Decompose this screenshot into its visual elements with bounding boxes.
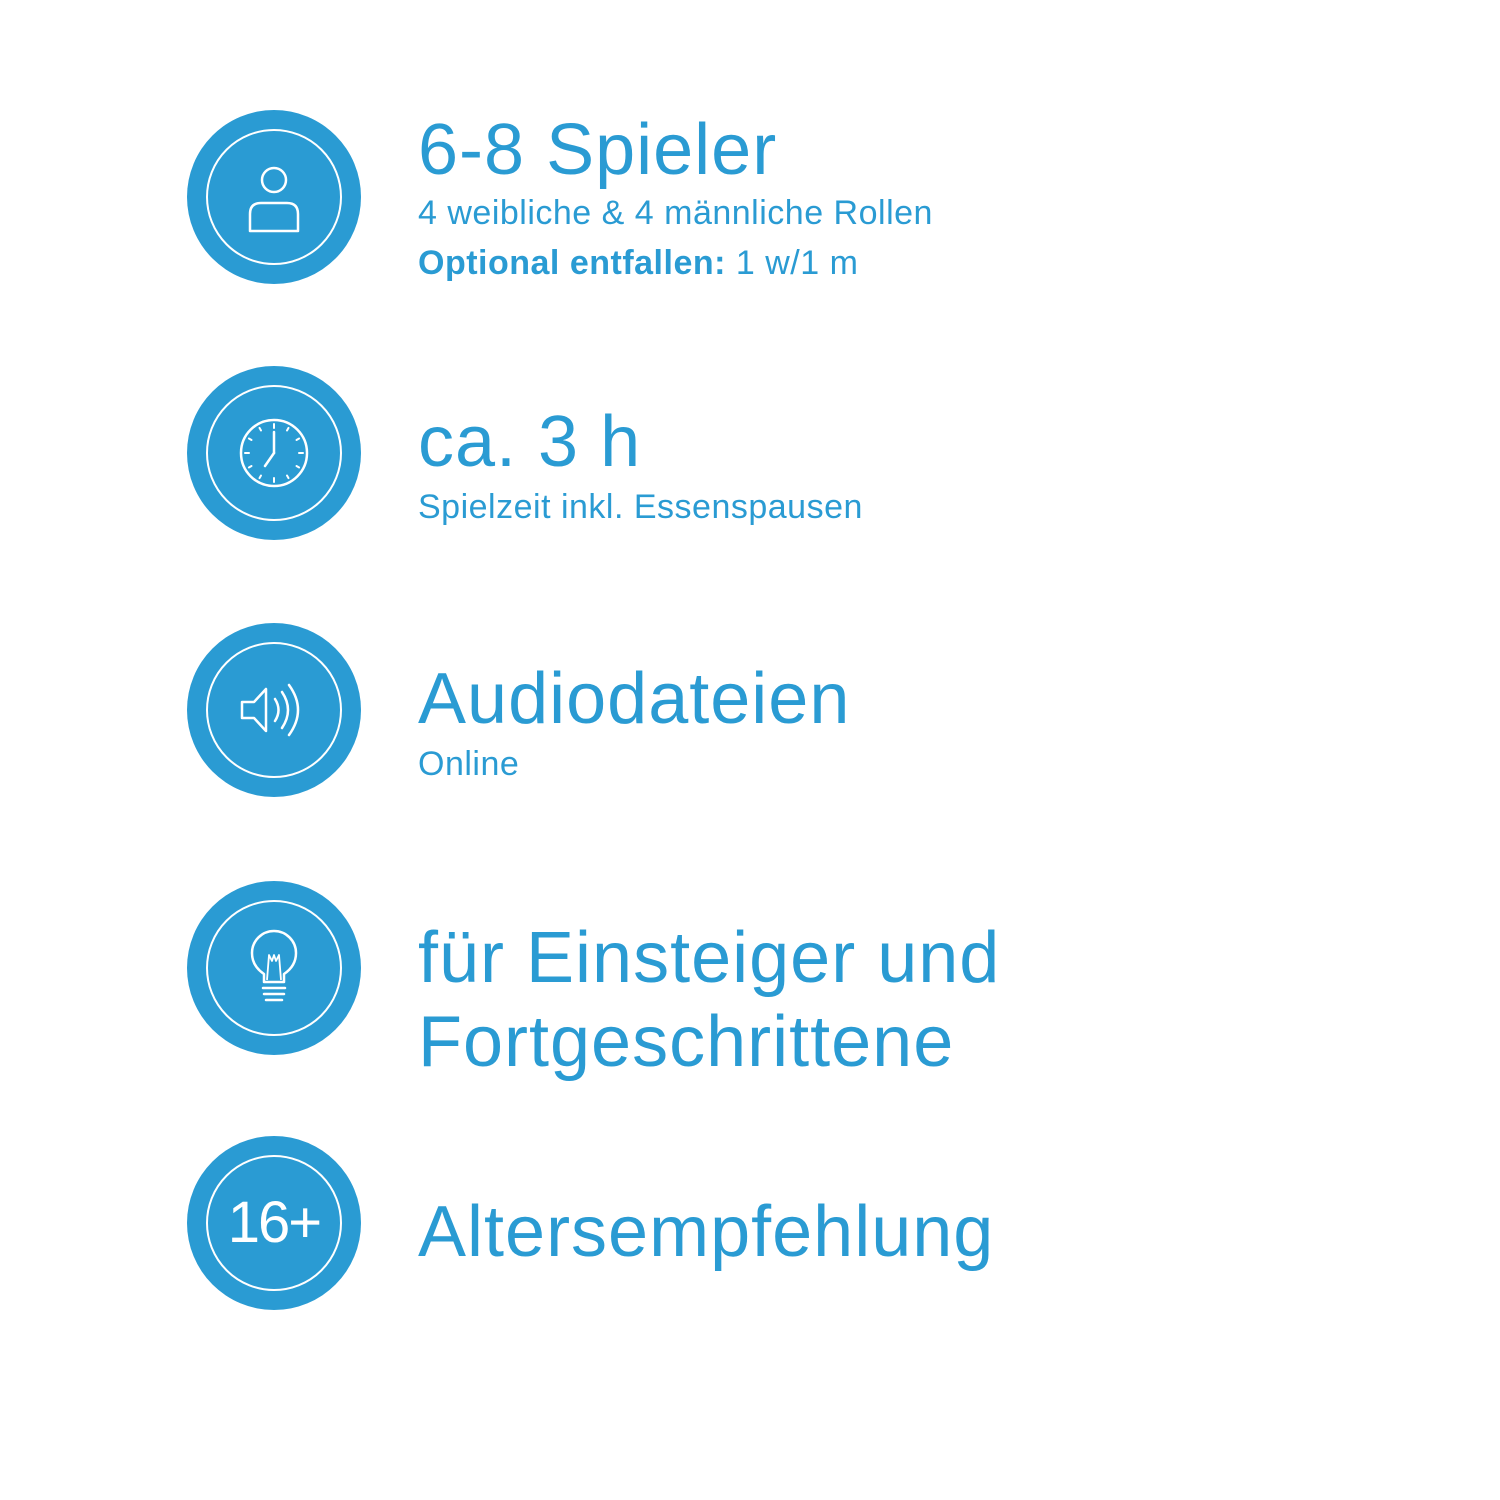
audio-title: Audiodateien [418, 659, 851, 739]
age-text: Altersempfehlung [418, 1196, 994, 1268]
duration-subtitle: Spielzeit inkl. Essenspausen [418, 488, 863, 526]
duration-title: ca. 3 h [418, 402, 642, 482]
difficulty-badge [187, 881, 361, 1055]
players-roles: 4 weibliche & 4 männliche Rollen [418, 194, 933, 232]
audio-subtitle: Online [418, 745, 520, 783]
speaker-icon [240, 683, 300, 737]
age-title: Altersempfehlung [418, 1192, 995, 1272]
audio-badge [187, 623, 361, 797]
players-title: 6-8 Spieler [418, 110, 778, 190]
audio-text: Audiodateien Online [418, 663, 850, 781]
duration-badge [187, 366, 361, 540]
clock-icon [239, 418, 309, 488]
difficulty-title-line1: für Einsteiger und [418, 918, 1001, 998]
person-icon [248, 166, 300, 233]
difficulty-text: für Einsteiger und Fortgeschrittene [418, 922, 1000, 1078]
age-badge: 16+ [187, 1136, 361, 1310]
optional-label: Optional entfallen: [418, 244, 726, 282]
difficulty-title-line2: Fortgeschrittene [418, 1002, 955, 1082]
players-badge [187, 110, 361, 284]
players-optional: Optional entfallen: 1 w/1 m [418, 246, 933, 280]
players-text: 6-8 Spieler 4 weibliche & 4 männliche Ro… [418, 114, 933, 280]
lightbulb-icon [250, 929, 298, 1002]
duration-text: ca. 3 h Spielzeit inkl. Essenspausen [418, 406, 863, 524]
age-badge-text: 16+ [227, 1190, 322, 1255]
optional-value: 1 w/1 m [725, 244, 859, 282]
